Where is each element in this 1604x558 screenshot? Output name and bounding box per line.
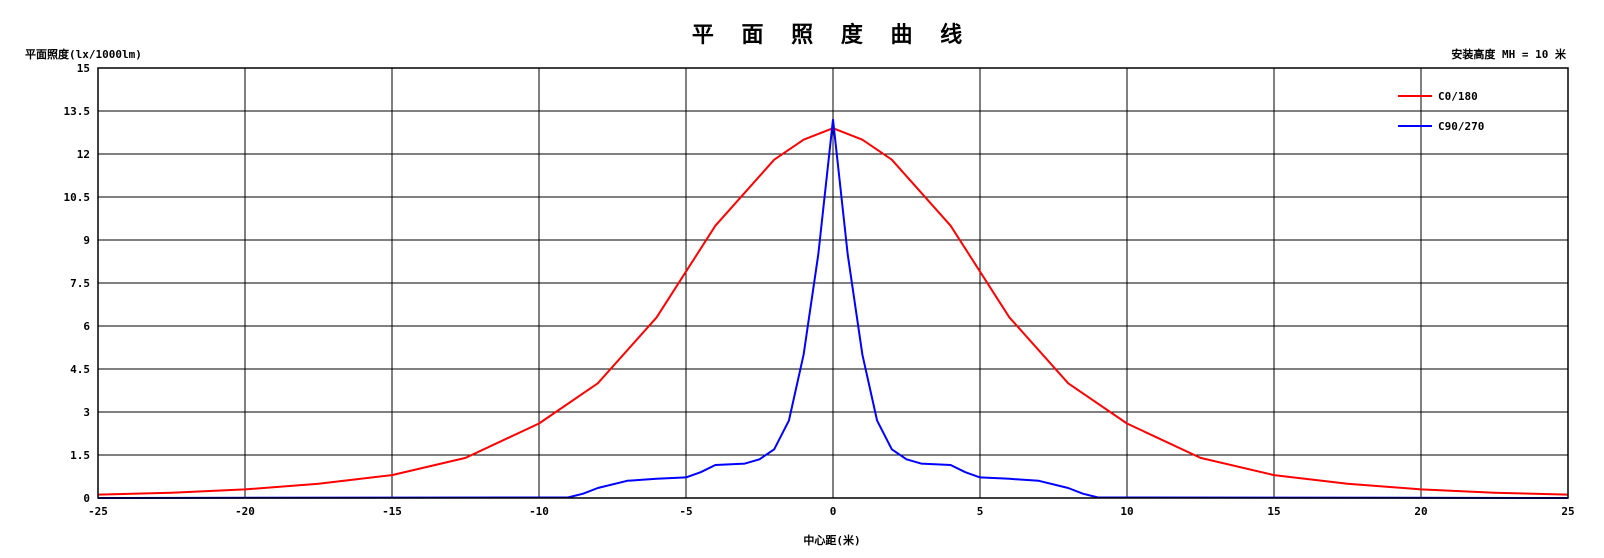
y-tick-label: 6 <box>83 320 90 333</box>
legend-label: C90/270 <box>1438 120 1484 133</box>
series-lines <box>97 118 1569 499</box>
x-tick-label: -5 <box>679 505 692 518</box>
y-tick-label: 10.5 <box>64 191 91 204</box>
y-tick-labels: 0 1.5 3 4.5 6 7.5 9 10.5 12 13.5 15 <box>64 62 91 505</box>
mounting-height-annotation: 安装高度 MH = 10 米 <box>1451 47 1567 61</box>
x-tick-label: 25 <box>1561 505 1574 518</box>
plot-frame <box>97 67 1569 499</box>
x-tick-label: 10 <box>1120 505 1133 518</box>
y-tick-label: 1.5 <box>70 449 90 462</box>
legend-label: C0/180 <box>1438 90 1478 103</box>
x-tick-label: 15 <box>1267 505 1280 518</box>
x-tick-label: -25 <box>88 505 108 518</box>
legend: C0/180 C90/270 <box>1398 90 1484 133</box>
y-tick-label: 0 <box>83 492 90 505</box>
x-tick-label: 0 <box>830 505 837 518</box>
y-tick-label: 3 <box>83 406 90 419</box>
y-axis-label: 平面照度(lx/1000lm) <box>25 47 142 61</box>
x-tick-label: 5 <box>977 505 984 518</box>
x-tick-label: 20 <box>1414 505 1427 518</box>
y-tick-label: 4.5 <box>70 363 90 376</box>
x-tick-labels: -25 -20 -15 -10 -5 0 5 10 15 20 25 <box>88 505 1575 518</box>
y-tick-label: 9 <box>83 234 90 247</box>
x-axis-label: 中心距(米) <box>803 533 860 547</box>
y-tick-label: 13.5 <box>64 105 91 118</box>
y-tick-label: 12 <box>77 148 90 161</box>
x-tick-label: -15 <box>382 505 402 518</box>
grid <box>97 67 1569 499</box>
x-tick-label: -10 <box>529 505 549 518</box>
chart-title: 平 面 照 度 曲 线 <box>692 22 972 48</box>
y-tick-label: 7.5 <box>70 277 90 290</box>
y-tick-label: 15 <box>77 62 90 75</box>
x-tick-label: -20 <box>235 505 255 518</box>
series-line-c90-270 <box>97 118 1569 499</box>
